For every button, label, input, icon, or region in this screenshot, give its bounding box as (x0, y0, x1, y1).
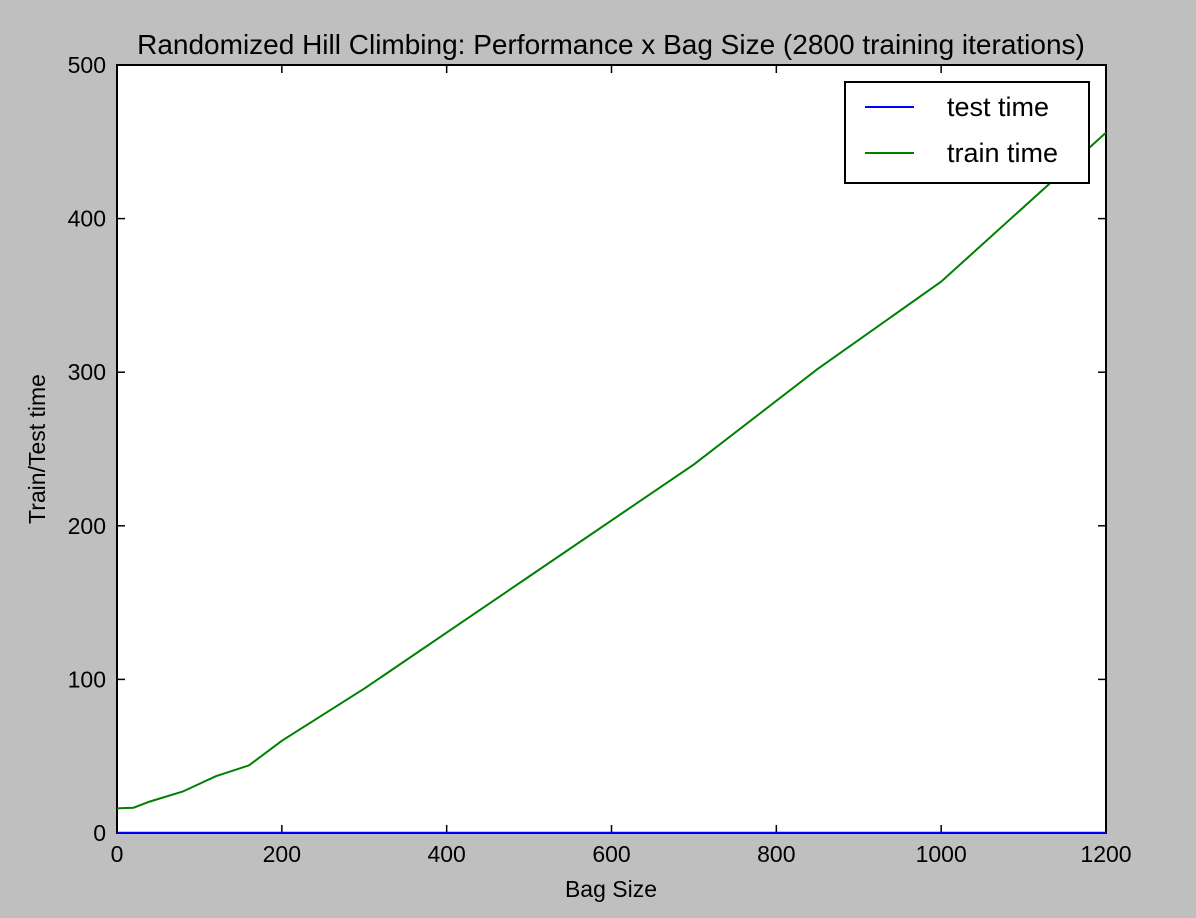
legend-box (844, 81, 1090, 184)
x-tick-label: 400 (427, 841, 465, 867)
x-tick-label: 0 (111, 841, 124, 867)
legend: test time train time (844, 81, 1090, 184)
y-tick-label: 500 (68, 52, 106, 78)
axis-ticks (116, 64, 1107, 834)
y-axis-tick-labels: 0 100 200 300 400 500 (68, 52, 106, 846)
chart-title: Randomized Hill Climbing: Performance x … (137, 29, 1085, 60)
y-tick-label: 100 (68, 666, 106, 692)
x-axis-tick-labels: 0 200 400 600 800 1000 1200 (111, 841, 1132, 867)
x-tick-label: 800 (757, 841, 795, 867)
y-tick-label: 300 (68, 359, 106, 385)
y-tick-label: 400 (68, 206, 106, 232)
y-tick-label: 0 (93, 820, 106, 846)
x-axis-label: Bag Size (565, 876, 657, 902)
x-tick-label: 1000 (916, 841, 967, 867)
series-lines (116, 131, 1107, 834)
legend-label: test time (947, 92, 1049, 122)
legend-label: train time (947, 138, 1058, 168)
plot-area (116, 64, 1107, 834)
x-tick-label: 600 (592, 841, 630, 867)
y-tick-label: 200 (68, 513, 106, 539)
x-tick-label: 200 (263, 841, 301, 867)
y-axis-label: Train/Test time (24, 374, 50, 524)
series-line-train-time (116, 131, 1107, 810)
x-tick-label: 1200 (1080, 841, 1131, 867)
